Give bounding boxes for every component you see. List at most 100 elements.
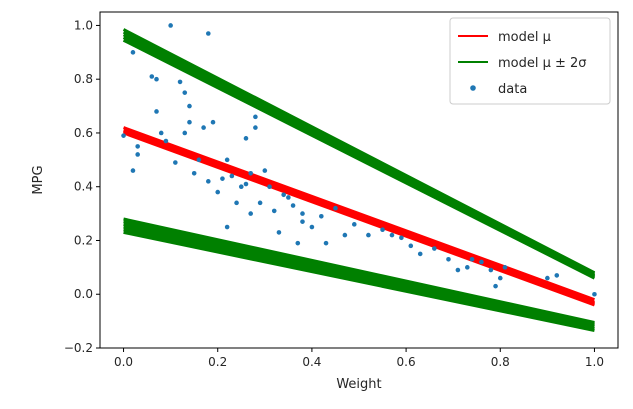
- data-point: [201, 125, 206, 130]
- data-point: [271, 208, 277, 214]
- data-point: [497, 275, 503, 281]
- data-point: [465, 265, 470, 270]
- data-point: [248, 211, 253, 216]
- data-point: [554, 273, 560, 278]
- data-point: [389, 232, 395, 238]
- data-point: [432, 246, 437, 251]
- data-point: [300, 219, 305, 224]
- data-point: [168, 23, 173, 28]
- data-point: [399, 235, 404, 241]
- legend-box: [449, 17, 611, 105]
- data-point: [488, 267, 494, 273]
- data-point: [206, 179, 211, 184]
- data-point: [229, 173, 235, 179]
- y-tick-label: 0.6: [74, 126, 93, 140]
- data-point: [267, 184, 272, 190]
- legend: model μ model μ ± 2σ data: [449, 17, 611, 105]
- data-point: [135, 144, 140, 149]
- legend-label-model-band: model μ ± 2σ: [498, 56, 587, 71]
- x-tick-label: 0.6: [397, 355, 416, 369]
- data-point: [206, 31, 211, 36]
- mean-line: [123, 131, 595, 307]
- y-tick-label: −0.2: [64, 341, 93, 355]
- data-point: [135, 152, 140, 157]
- x-tick-label: 0.0: [114, 355, 133, 369]
- band-line: [123, 222, 595, 327]
- data-point: [295, 240, 301, 246]
- data-point: [276, 230, 282, 235]
- data-point: [455, 267, 461, 273]
- data-point: [243, 136, 249, 141]
- data-point: [253, 114, 258, 120]
- data-point: [182, 90, 188, 95]
- data-point: [234, 200, 239, 206]
- data-point: [257, 200, 263, 206]
- data-point: [309, 224, 315, 230]
- data-point: [130, 168, 136, 173]
- data-point: [243, 181, 249, 187]
- y-tick-label: 0.0: [74, 287, 93, 301]
- data-point: [191, 170, 197, 176]
- y-axis-label: MPG: [31, 165, 46, 194]
- data-point: [342, 232, 348, 238]
- data-point: [300, 211, 305, 216]
- data-point: [417, 251, 423, 257]
- x-axis-label: Weight: [336, 377, 381, 392]
- data-point: [238, 184, 244, 190]
- data-point: [177, 79, 183, 85]
- data-point: [351, 222, 357, 227]
- x-tick-label: 0.8: [491, 355, 510, 369]
- data-point: [154, 76, 159, 82]
- data-point: [182, 130, 188, 136]
- legend-swatch-data: [470, 85, 476, 91]
- y-tick-label: 0.2: [74, 233, 93, 247]
- data-point: [187, 119, 192, 125]
- data-point: [290, 203, 296, 208]
- y-tick-label: 0.4: [74, 180, 93, 194]
- data-point: [187, 103, 192, 109]
- y-axis: −0.2 0.0 0.2 0.4 0.6 0.8 1.0: [64, 18, 100, 355]
- data-point: [210, 119, 216, 125]
- legend-label-model-mu: model μ: [498, 30, 551, 45]
- band-line: [123, 228, 595, 331]
- data-point: [253, 125, 258, 130]
- data-point: [163, 138, 169, 144]
- data-point: [319, 213, 324, 219]
- mean-line: [123, 126, 595, 302]
- data-point: [149, 74, 155, 79]
- data-point: [121, 133, 126, 138]
- data-point: [173, 160, 178, 165]
- band-line: [122, 38, 596, 280]
- data-point: [286, 195, 291, 200]
- data-point: [196, 157, 202, 163]
- band-line: [123, 217, 595, 324]
- band-line: [123, 230, 595, 332]
- data-point: [224, 157, 230, 163]
- data-point: [248, 170, 253, 176]
- data-point: [281, 192, 286, 198]
- x-tick-label: 0.4: [302, 355, 321, 369]
- data-points: [121, 23, 597, 297]
- data-point: [479, 259, 484, 265]
- data-point: [469, 256, 475, 262]
- mean-lines: [123, 126, 595, 307]
- data-point: [158, 130, 164, 136]
- data-point: [380, 227, 385, 233]
- data-point: [446, 256, 451, 262]
- data-point: [154, 109, 159, 114]
- y-tick-label: 0.8: [74, 72, 93, 86]
- data-point: [493, 283, 498, 289]
- band-lines: [122, 28, 596, 332]
- data-point: [366, 232, 371, 238]
- data-point: [592, 291, 597, 297]
- data-point: [408, 243, 414, 249]
- data-point: [262, 168, 268, 173]
- data-point: [224, 224, 230, 230]
- data-point: [333, 205, 338, 211]
- legend-label-data: data: [498, 82, 527, 97]
- data-point: [502, 265, 508, 270]
- y-tick-label: 1.0: [74, 18, 93, 32]
- x-axis: 0.0 0.2 0.4 0.6 0.8 1.0: [114, 348, 604, 369]
- plot-frame: [99, 11, 619, 349]
